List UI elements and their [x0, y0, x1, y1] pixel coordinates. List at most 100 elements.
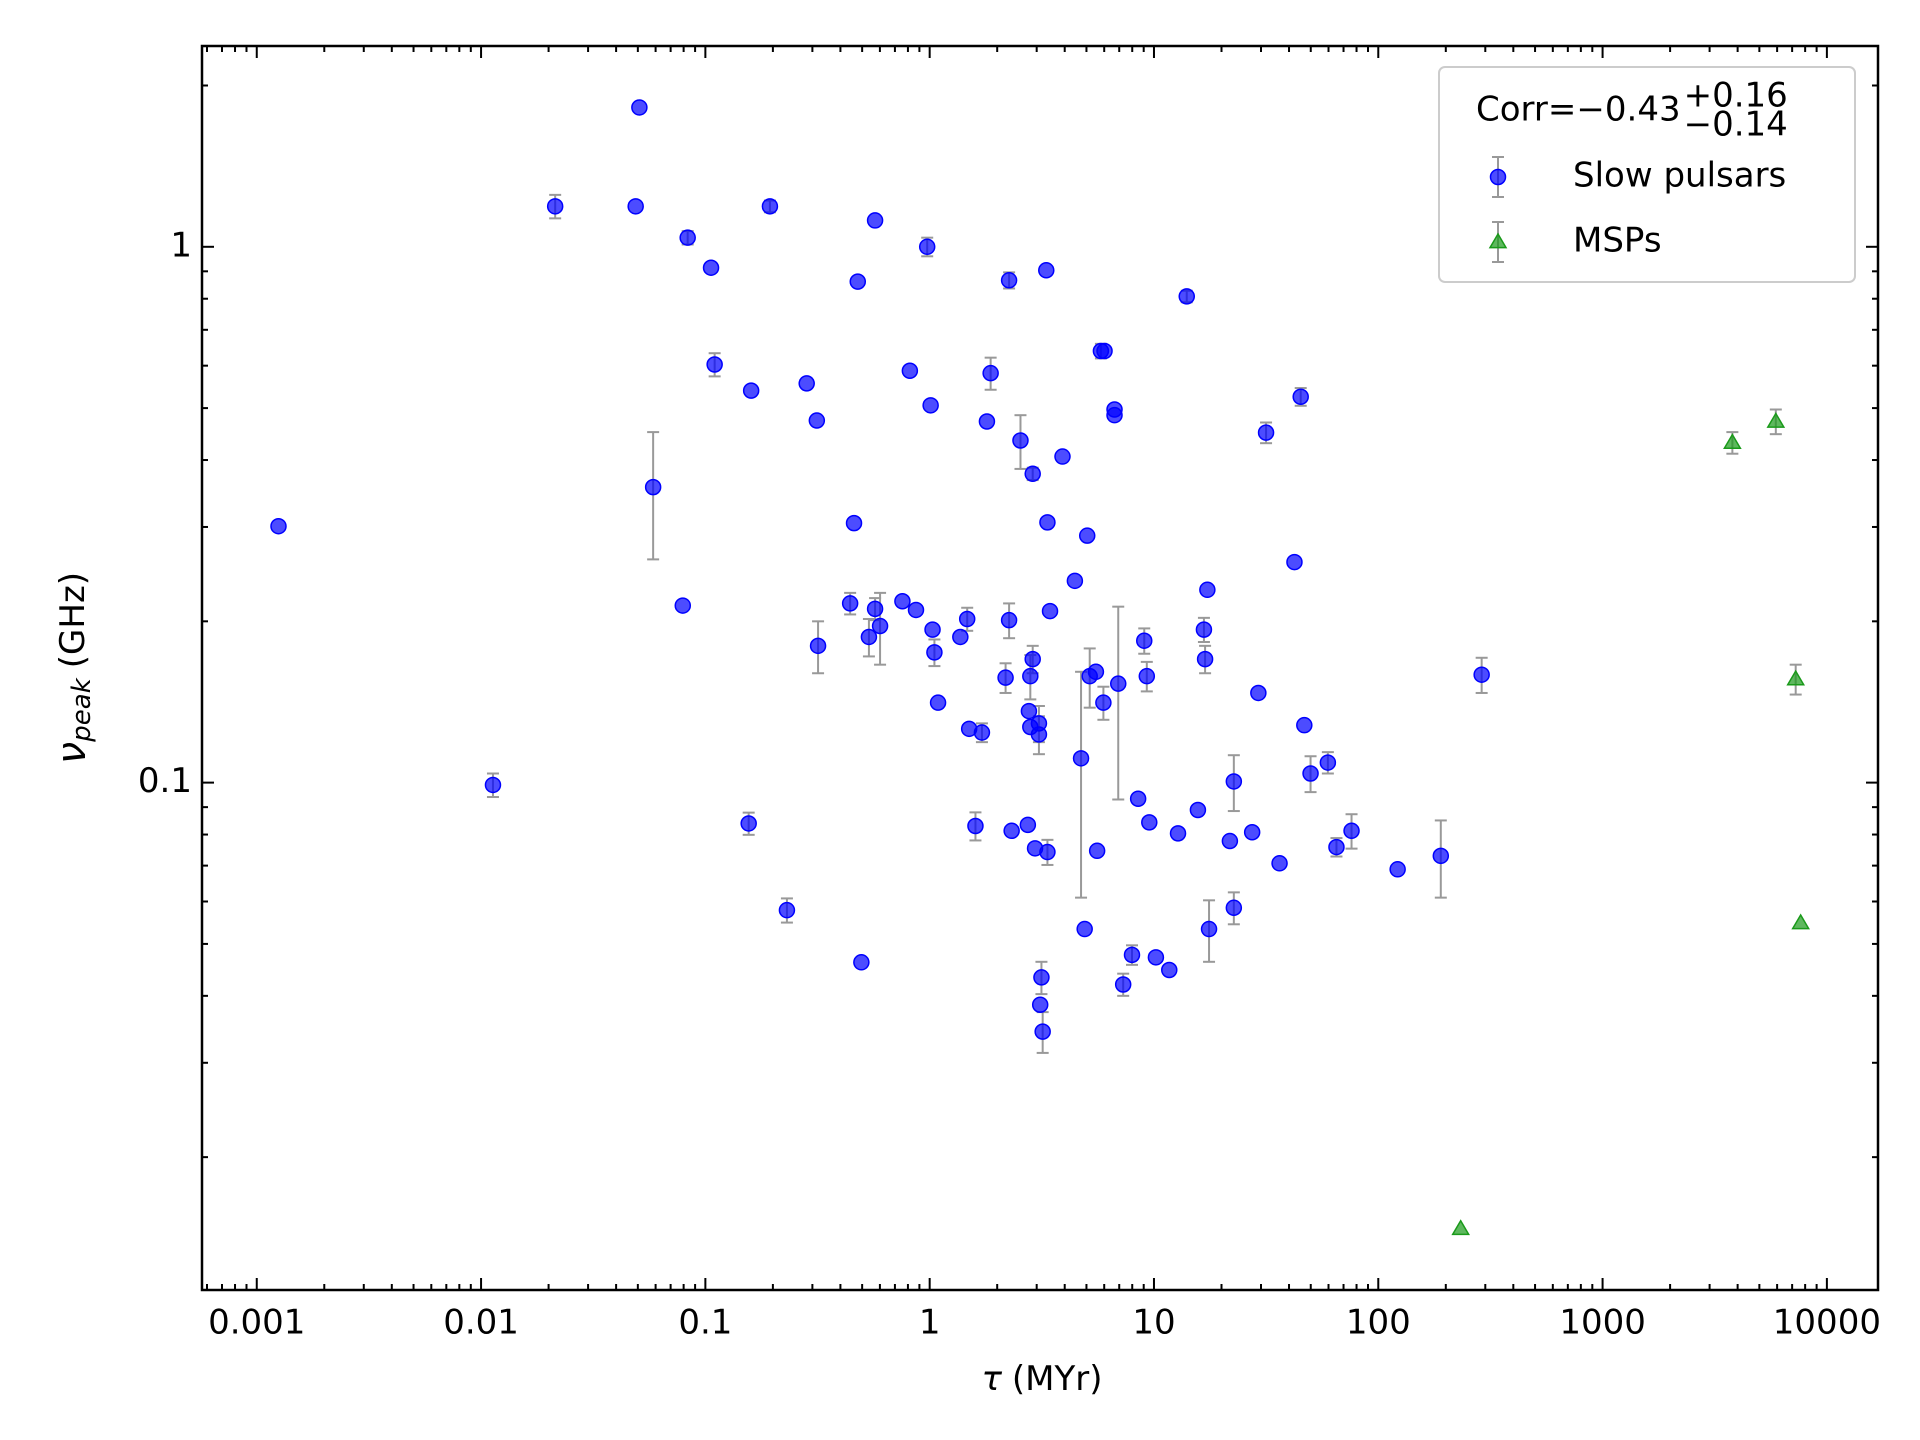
- y-axis-label-group: νpeak (GHz): [49, 572, 97, 764]
- x-axis-label: τ (MYr): [981, 1359, 1102, 1399]
- point: [866, 600, 884, 618]
- points: [270, 99, 1810, 1236]
- point: [1019, 816, 1037, 834]
- point: [1451, 1219, 1470, 1236]
- point: [1296, 716, 1313, 734]
- point: [742, 382, 760, 399]
- point: [644, 478, 662, 496]
- point: [1039, 843, 1056, 861]
- point: [740, 815, 757, 832]
- point: [1791, 913, 1810, 930]
- point: [929, 694, 947, 711]
- point: [978, 413, 996, 430]
- point: [674, 597, 692, 614]
- point: [1096, 342, 1113, 360]
- point: [1286, 553, 1303, 571]
- legend-title-sub: −0.14: [1684, 105, 1788, 145]
- point: [1723, 433, 1742, 450]
- point: [924, 621, 941, 638]
- x-label-unit: (MYr): [1012, 1359, 1103, 1399]
- point: [973, 724, 991, 741]
- point: [1169, 825, 1187, 842]
- x-tick-label: 10000: [1773, 1303, 1881, 1343]
- point: [1250, 684, 1267, 702]
- point: [907, 601, 925, 619]
- point: [1195, 621, 1213, 638]
- point: [901, 362, 919, 380]
- point: [1343, 822, 1360, 840]
- point: [1141, 814, 1158, 831]
- point: [982, 364, 999, 382]
- point: [967, 817, 984, 835]
- point: [871, 617, 889, 635]
- x-tick-label: 100: [1346, 1303, 1411, 1343]
- point: [1030, 726, 1048, 743]
- point: [1109, 675, 1127, 692]
- point: [1078, 527, 1096, 544]
- point: [1020, 702, 1038, 720]
- point: [1221, 832, 1239, 850]
- point: [1022, 667, 1039, 685]
- y-axis-label: νpeak (GHz): [49, 572, 97, 764]
- error-bar: [1112, 605, 1125, 801]
- point: [1038, 262, 1055, 279]
- point: [1161, 961, 1178, 979]
- legend: Corr=−0.43 +0.16 −0.14 Slow pulsars MSPs: [1438, 66, 1856, 283]
- point: [1003, 822, 1020, 840]
- y-tick-label: 0.1: [138, 761, 192, 801]
- point: [778, 901, 796, 919]
- x-tick-label: 0.001: [208, 1303, 305, 1343]
- point: [958, 610, 976, 628]
- point: [1012, 432, 1029, 449]
- legend-label: MSPs: [1573, 221, 1662, 261]
- point: [894, 593, 911, 610]
- plot-frame: [200, 44, 1880, 1292]
- point: [860, 628, 878, 646]
- legend-marker: [1488, 232, 1508, 249]
- x-tick-label: 0.01: [443, 1303, 519, 1343]
- y-label-unit: (GHz): [53, 572, 93, 668]
- point: [1123, 946, 1141, 964]
- point: [1292, 388, 1309, 405]
- point: [706, 356, 723, 373]
- point: [922, 397, 939, 414]
- point: [997, 669, 1014, 686]
- x-label-symbol: τ: [981, 1359, 1002, 1399]
- point: [845, 514, 863, 532]
- point: [1473, 666, 1490, 683]
- point: [1328, 838, 1345, 856]
- point: [702, 259, 720, 276]
- point: [1088, 842, 1106, 860]
- point: [1054, 448, 1071, 465]
- x-tick-label: 1: [919, 1303, 941, 1343]
- legend-title-sup: +0.16: [1684, 76, 1788, 116]
- point: [809, 637, 827, 655]
- point: [1319, 754, 1337, 771]
- point: [798, 375, 815, 392]
- point: [1087, 663, 1105, 681]
- point: [853, 954, 870, 971]
- point: [1302, 765, 1319, 782]
- error-bars: [486, 193, 1802, 1054]
- point: [808, 412, 826, 429]
- point: [1114, 976, 1132, 993]
- point: [1106, 406, 1123, 424]
- point: [1095, 694, 1112, 711]
- point: [1033, 969, 1050, 986]
- legend-title: Corr=−0.43: [1476, 90, 1681, 130]
- point: [546, 198, 564, 215]
- legend-marker: [1489, 168, 1507, 186]
- point: [918, 238, 936, 256]
- point: [1225, 773, 1243, 790]
- y-label-subscript: peak: [67, 677, 97, 742]
- point: [952, 628, 969, 646]
- point: [484, 776, 502, 794]
- point: [1000, 272, 1018, 289]
- point: [1041, 602, 1059, 620]
- point: [1178, 288, 1196, 305]
- x-tick-label: 10: [1132, 1303, 1175, 1343]
- point: [1786, 669, 1806, 686]
- point: [1200, 920, 1218, 938]
- point: [1000, 611, 1018, 629]
